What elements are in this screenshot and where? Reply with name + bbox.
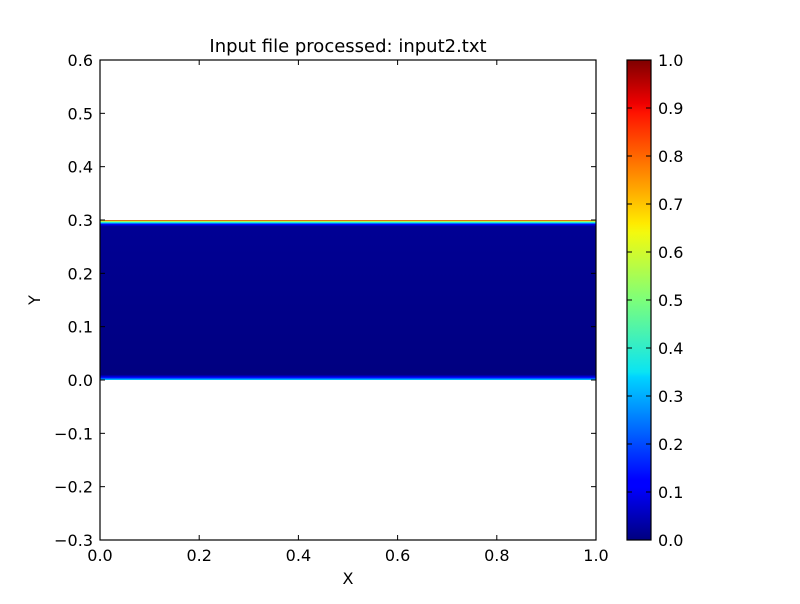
colorbar-tick-label: 0.4 xyxy=(658,339,683,358)
colorbar-tick-label: 0.6 xyxy=(658,243,683,262)
plot-frame xyxy=(99,59,597,541)
y-axis: −0.3 −0.2 −0.1 0.0 0.1 0.2 0.3 0.4 0.5 0.6 xyxy=(54,51,596,550)
colorbar-tick-label: 0.1 xyxy=(658,483,683,502)
chart-title: Input file processed: input2.txt xyxy=(209,36,486,57)
y-tick-label: 0.3 xyxy=(68,211,93,230)
colorbar-axis: 0.0 0.1 0.2 0.3 0.4 0.5 0.6 0.7 0.8 0.9 1.0 xyxy=(627,51,683,550)
y-tick-label: 0.6 xyxy=(68,51,93,70)
y-tick-label: 0.1 xyxy=(68,318,93,337)
colorbar-tick-label: 0.5 xyxy=(658,291,683,310)
y-tick-label: −0.2 xyxy=(54,478,93,497)
y-tick-label: 0.0 xyxy=(68,371,93,390)
y-tick-label: 0.4 xyxy=(68,158,93,177)
field-region xyxy=(100,220,596,380)
field-layer xyxy=(100,220,596,380)
x-tick-label: 0.0 xyxy=(87,546,112,565)
colorbar-tick-label: 0.8 xyxy=(658,147,683,166)
colorbar-tick-label: 0.7 xyxy=(658,195,683,214)
y-tick-label: −0.1 xyxy=(54,424,93,443)
x-tick-label: 0.2 xyxy=(186,546,211,565)
x-axis-label: X xyxy=(343,569,354,588)
colorbar-tick-label: 0.0 xyxy=(658,531,683,550)
y-tick-label: 0.5 xyxy=(68,104,93,123)
y-tick-label: 0.2 xyxy=(68,264,93,283)
x-tick-label: 1.0 xyxy=(583,546,608,565)
y-tick-label: −0.3 xyxy=(54,531,93,550)
colorbar-tick-label: 0.2 xyxy=(658,435,683,454)
x-tick-label: 0.4 xyxy=(286,546,311,565)
x-axis: 0.0 0.2 0.4 0.6 0.8 1.0 xyxy=(87,60,609,565)
x-tick-label: 0.8 xyxy=(484,546,509,565)
x-tick-label: 0.6 xyxy=(385,546,410,565)
colorbar-tick-label: 0.9 xyxy=(658,99,683,118)
y-axis-label: Y xyxy=(25,295,44,306)
colorbar-tick-label: 0.3 xyxy=(658,387,683,406)
colorbar-tick-label: 1.0 xyxy=(658,51,683,70)
